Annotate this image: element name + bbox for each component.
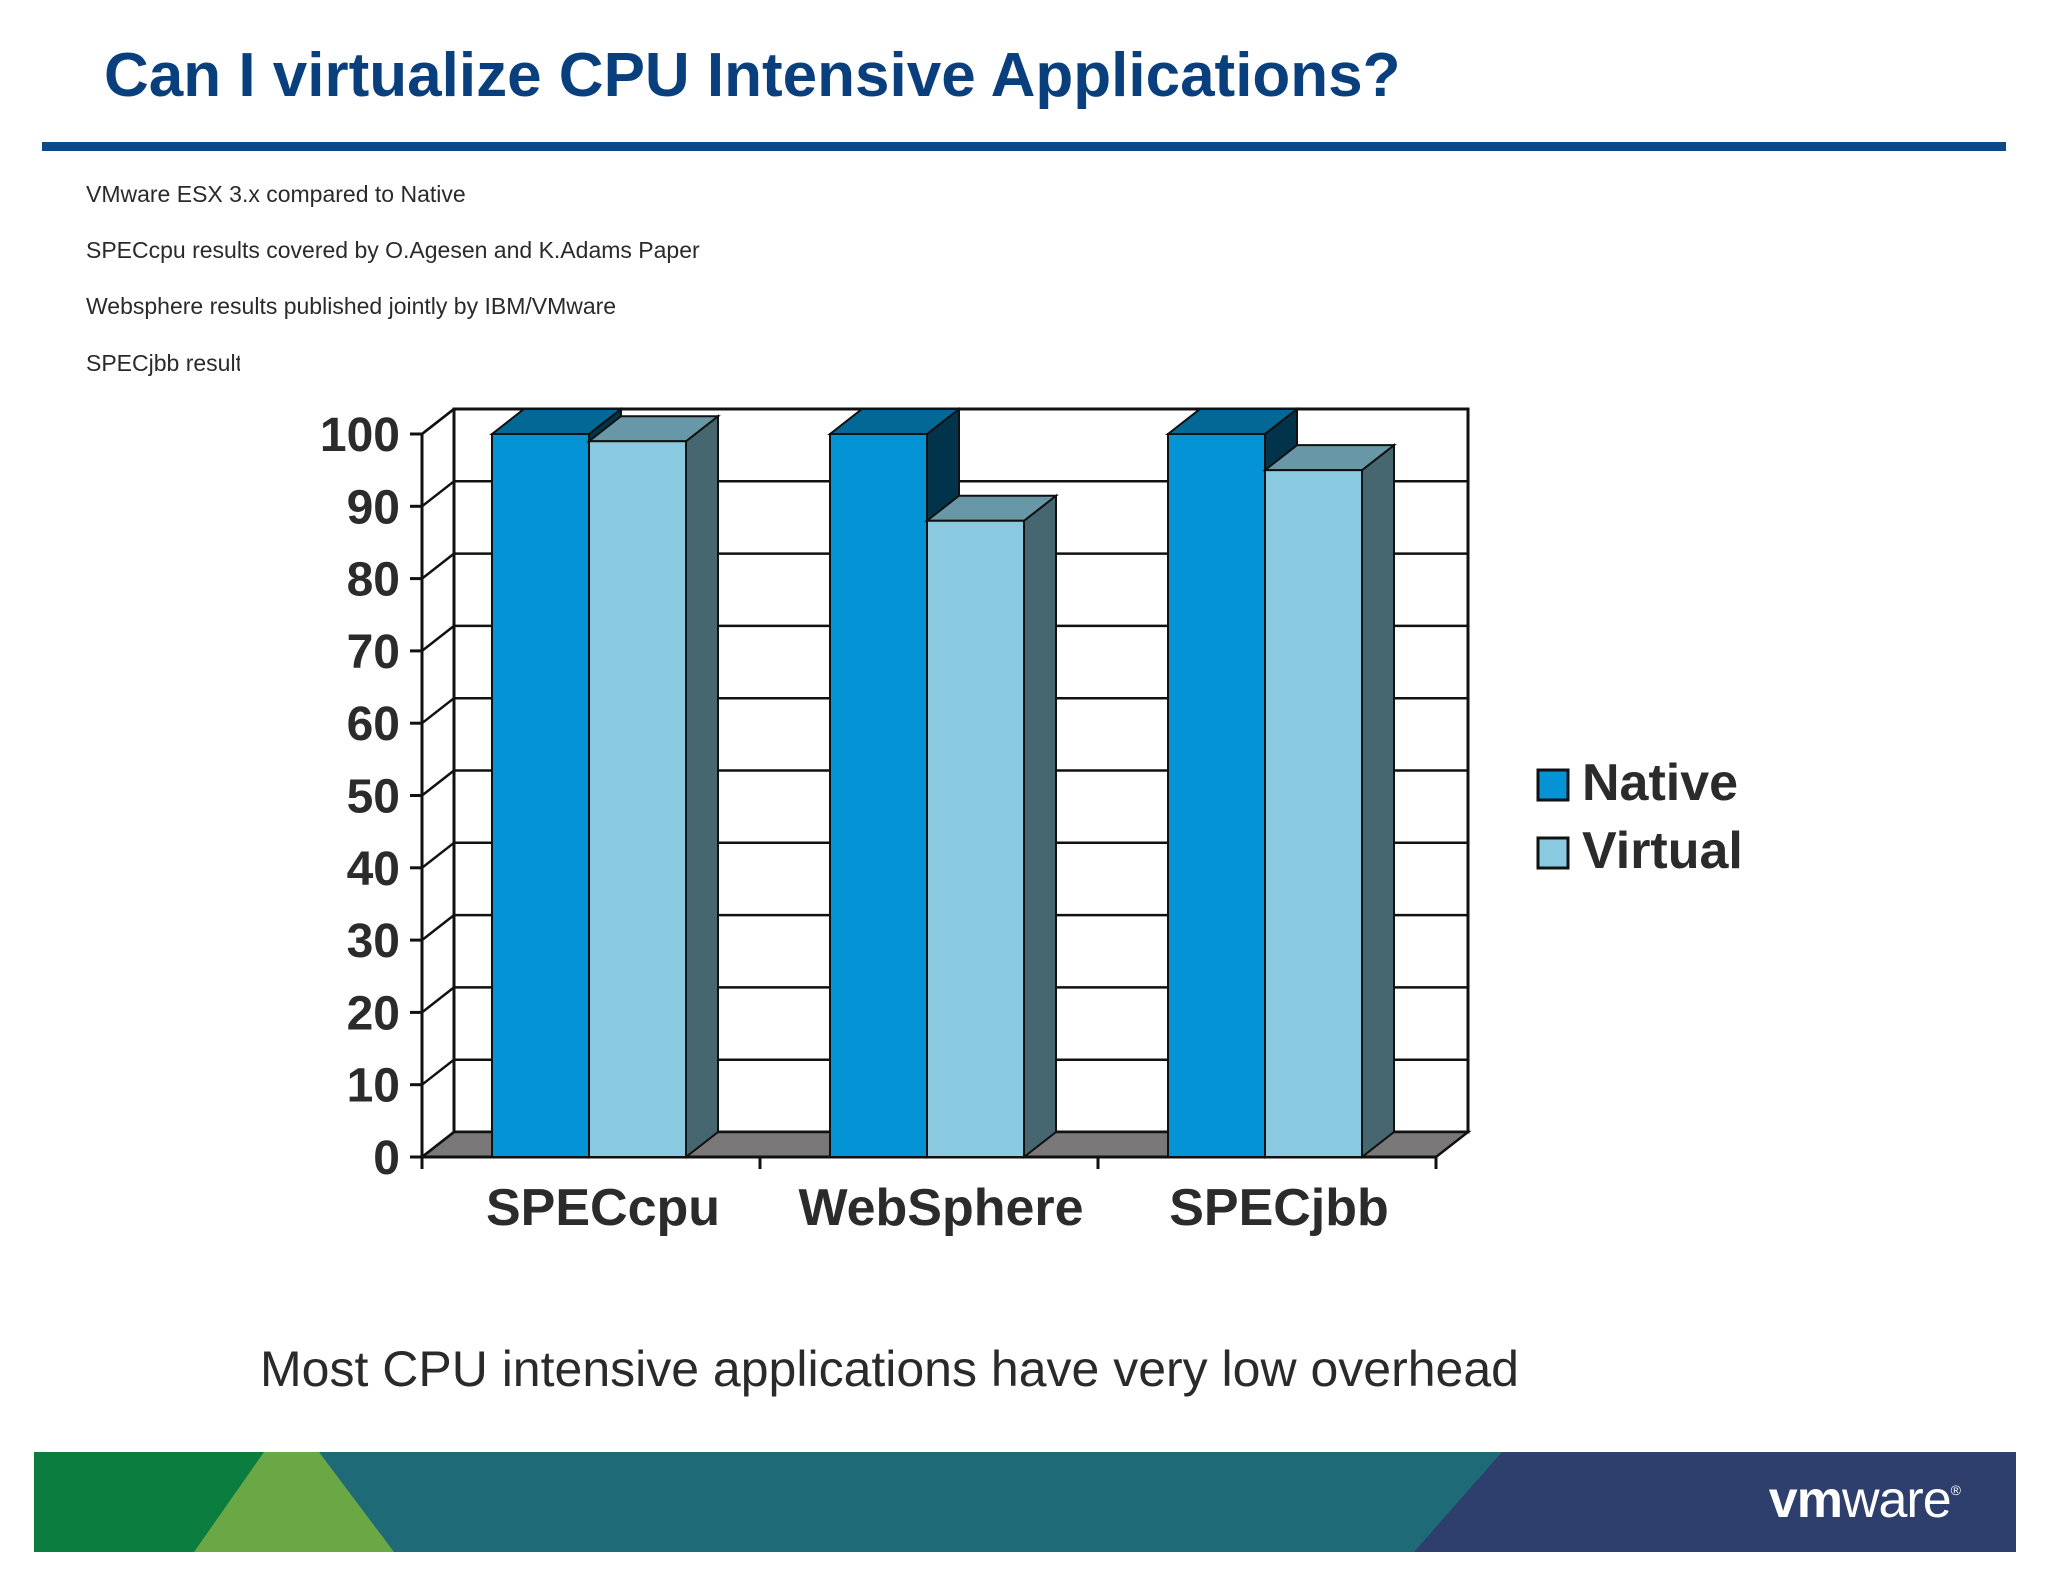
y-tick-label: 80 <box>347 554 400 607</box>
gridline-side <box>421 1058 455 1086</box>
y-tick-label: 20 <box>347 987 400 1040</box>
footer-band-lightgreen <box>194 1452 394 1552</box>
chart-legend: Native Virtual <box>1536 754 1743 880</box>
note-specjbb: SPECjbb results <box>86 350 240 376</box>
note-esx: VMware ESX 3.x compared to Native <box>86 181 466 207</box>
footer-band <box>34 1452 2016 1552</box>
footer-band-navy <box>1414 1452 2016 1552</box>
legend-swatch-native <box>1536 768 1570 802</box>
y-tick-label: 0 <box>373 1132 400 1185</box>
title-rule <box>42 142 2006 151</box>
gridline-side <box>421 624 455 652</box>
x-tick-label: SPECjbb <box>1169 1179 1389 1237</box>
y-tick-label: 100 <box>320 409 400 462</box>
gridline-side <box>421 986 455 1014</box>
logo-ware: ware <box>1841 1471 1952 1529</box>
note-websphere: Websphere results published jointly by I… <box>86 293 617 319</box>
gridline-side <box>421 552 455 580</box>
x-tick-label: SPECcpu <box>486 1179 720 1237</box>
logo-vm: vm <box>1768 1471 1843 1529</box>
vmware-logo: vmware® <box>1768 1470 1961 1530</box>
y-tick-label: 50 <box>347 771 400 824</box>
bar-native-speccpu <box>491 433 590 1158</box>
gridline-side <box>421 769 455 797</box>
y-tick-label: 90 <box>347 481 400 534</box>
bar-native-specjbb <box>1167 433 1266 1158</box>
bar-side-virtual-websphere <box>1023 493 1057 1160</box>
note-speccpu: SPECcpu results covered by O.Agesen and … <box>86 237 700 263</box>
legend-swatch-virtual <box>1536 836 1570 870</box>
y-tick-label: 70 <box>347 626 400 679</box>
bar-virtual-specjbb <box>1264 469 1363 1158</box>
y-tick-label: 40 <box>347 843 400 896</box>
y-tick-label: 30 <box>347 915 400 968</box>
bar-side-virtual-speccpu <box>685 414 719 1160</box>
legend-label-virtual: Virtual <box>1582 822 1743 880</box>
bar-native-websphere <box>829 433 928 1158</box>
y-tick-label: 10 <box>347 1060 400 1113</box>
gridline-side <box>421 408 455 435</box>
x-tick-label: WebSphere <box>798 1179 1083 1237</box>
bar-virtual-websphere <box>926 519 1025 1158</box>
slide-title: Can I virtualize CPU Intensive Applicati… <box>104 41 1401 110</box>
logo-registered-mark: ® <box>1950 1482 1961 1498</box>
footer-band-green <box>34 1452 264 1552</box>
gridline-side <box>421 480 455 508</box>
legend-label-native: Native <box>1582 754 1738 812</box>
slide-caption: Most CPU intensive applications have ver… <box>260 1341 1519 1397</box>
bar-virtual-speccpu <box>588 440 687 1159</box>
gridline-side <box>421 1131 455 1158</box>
bar-side-virtual-specjbb <box>1361 443 1395 1160</box>
gridline-side <box>421 914 455 942</box>
gridline-side <box>421 697 455 725</box>
chart-x-labels: SPECcpu WebSphere SPECjbb <box>486 1179 1389 1237</box>
gridline-side <box>421 841 455 869</box>
y-tick-label: 60 <box>347 698 400 751</box>
chart-bars <box>489 406 1397 1160</box>
